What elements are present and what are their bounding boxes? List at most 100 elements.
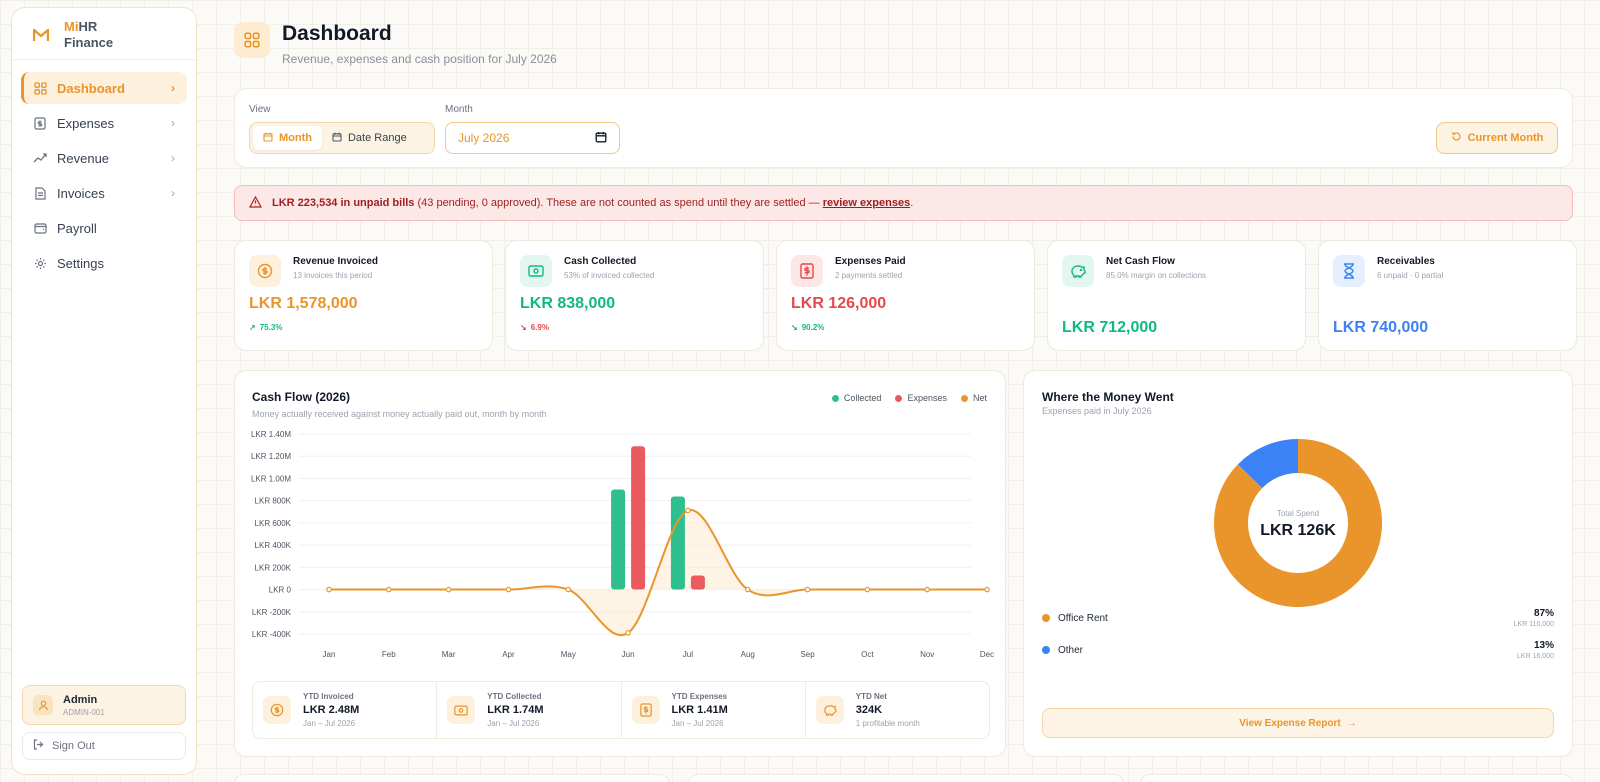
ytd-collected: YTD Collected LKR 1.74M Jan – Jul 2026: [437, 682, 622, 738]
card-stub: [688, 774, 1124, 782]
ytd-net: YTD Net 324K 1 profitable month: [806, 682, 989, 738]
kpi-subtitle: 53% of invoiced collected: [564, 271, 655, 280]
user-name: Admin: [63, 693, 98, 706]
kpi-revenue-invoiced[interactable]: Revenue Invoiced 13 invoices this period…: [234, 240, 493, 351]
user-card[interactable]: Admin ADMIN-001: [22, 685, 186, 725]
arrow-down-right-icon: ↘: [520, 323, 527, 332]
current-month-button[interactable]: Current Month: [1436, 122, 1558, 154]
kpi-cash-collected[interactable]: Cash Collected 53% of invoiced collected…: [505, 240, 764, 351]
arrow-up-right-icon: ↗: [249, 323, 256, 332]
sidebar-item-invoices[interactable]: Invoices ›: [21, 177, 187, 209]
dollar-circle-icon: [249, 255, 281, 287]
net-point: [804, 586, 811, 593]
view-date-range-button[interactable]: Date Range: [322, 126, 417, 150]
alert-text: (43 pending, 0 approved). These are not …: [414, 197, 823, 209]
net-point: [984, 586, 990, 593]
wallet-icon: [33, 221, 47, 235]
bar-expenses: [690, 575, 705, 590]
chevron-right-icon: ›: [171, 81, 175, 95]
cash-flow-title: Cash Flow (2026): [252, 390, 351, 404]
cash-flow-chart: LKR 1.40M LKR 1.20M LKR 1.00M LKR 800K LKR 6…: [251, 430, 994, 659]
receipt-icon: [631, 696, 660, 724]
x-tick-label: Jun: [622, 650, 635, 659]
kpi-delta: ↗ 75.3%: [249, 323, 283, 332]
sidebar-item-label: Dashboard: [57, 80, 125, 96]
hourglass-icon: [1333, 255, 1365, 287]
calendar-icon: [263, 132, 273, 145]
page-header: Dashboard Revenue, expenses and cash pos…: [234, 22, 557, 66]
calendar-icon[interactable]: [595, 131, 607, 146]
net-point: [565, 586, 572, 593]
dollar-circle-icon: [263, 696, 291, 724]
chart-legend: Collected Expenses Net: [831, 393, 987, 403]
chevron-right-icon: ›: [171, 151, 175, 165]
y-tick-label: LKR 200K: [255, 563, 292, 572]
sidebar-item-dashboard[interactable]: Dashboard ›: [21, 72, 187, 104]
kpi-value: LKR 1,578,000: [249, 295, 358, 312]
legend-collected[interactable]: Collected: [831, 393, 881, 403]
cash-flow-card: Cash Flow (2026) Money actually received…: [234, 370, 1006, 757]
dashboard-icon: [33, 81, 47, 95]
calendar-icon: [332, 132, 342, 145]
sidebar-item-revenue[interactable]: Revenue ›: [21, 142, 187, 174]
sidebar-nav: Dashboard › Expenses › Revenue › Invoice…: [12, 60, 196, 291]
donut-center-value: LKR 126K: [1260, 522, 1336, 539]
kpi-receivables[interactable]: Receivables 6 unpaid · 0 partial LKR 740…: [1318, 240, 1577, 351]
breakdown-item-office-rent[interactable]: Office Rent 87% LKR 110,000: [1042, 608, 1554, 628]
refresh-icon: [1451, 131, 1462, 145]
bar-expenses: [631, 446, 646, 590]
y-tick-label: LKR 800K: [255, 497, 292, 506]
net-point: [445, 586, 452, 593]
view-label: View: [249, 104, 271, 115]
warning-icon: [248, 195, 263, 211]
y-tick-label: LKR 1.00M: [251, 474, 291, 483]
sidebar-item-expenses[interactable]: Expenses ›: [21, 107, 187, 139]
sidebar-item-label: Settings: [57, 255, 104, 271]
sidebar-item-label: Invoices: [57, 185, 105, 201]
kpi-title: Expenses Paid: [835, 256, 906, 267]
net-point: [864, 586, 871, 593]
sidebar-item-settings[interactable]: Settings: [21, 247, 187, 279]
kpi-value: LKR 838,000: [520, 295, 616, 312]
legend-expenses[interactable]: Expenses: [895, 393, 947, 403]
donut-slice-other[interactable]: [1237, 439, 1298, 489]
alert-amount: LKR 223,534 in unpaid bills: [272, 197, 415, 209]
y-tick-label: LKR 0: [269, 586, 292, 595]
expense-breakdown-card: Where the Money Went Expenses paid in Ju…: [1023, 370, 1573, 757]
cash-flow-subtitle: Money actually received against money ac…: [252, 409, 547, 419]
kpi-subtitle: 85.0% margin on collections: [1106, 271, 1207, 280]
month-input[interactable]: July 2026: [445, 122, 620, 154]
legend-net[interactable]: Net: [960, 393, 987, 403]
kpi-net-cash-flow[interactable]: Net Cash Flow 85.0% margin on collection…: [1047, 240, 1306, 351]
sign-out-button[interactable]: Sign Out: [22, 732, 186, 760]
filter-bar: View Month Month Date Range July 2026 Cu…: [234, 88, 1573, 168]
view-month-button[interactable]: Month: [253, 126, 322, 150]
y-tick-label: LKR -400K: [252, 630, 292, 639]
x-tick-label: Nov: [920, 650, 934, 659]
kpi-title: Cash Collected: [564, 256, 637, 267]
view-expense-report-button[interactable]: View Expense Report →: [1042, 708, 1554, 738]
net-point: [685, 507, 691, 514]
sidebar-item-label: Payroll: [57, 220, 97, 236]
bar-collected: [670, 496, 685, 590]
y-tick-label: LKR 400K: [255, 541, 292, 550]
brand[interactable]: MiHR Finance: [12, 8, 196, 60]
sidebar: MiHR Finance Dashboard › Expenses › Reve…: [11, 7, 197, 775]
sidebar-item-payroll[interactable]: Payroll: [21, 212, 187, 244]
piggy-bank-icon: [815, 696, 844, 724]
net-point: [505, 586, 512, 593]
review-expenses-link[interactable]: review expenses: [822, 197, 911, 209]
sidebar-footer: Admin ADMIN-001 Sign Out: [12, 685, 196, 774]
x-tick-label: Mar: [442, 650, 456, 659]
kpi-expenses-paid[interactable]: Expenses Paid 2 payments settled LKR 126…: [776, 240, 1035, 351]
breakdown-item-other[interactable]: Other 13% LKR 16,000: [1042, 640, 1554, 660]
kpi-value: LKR 712,000: [1062, 319, 1158, 336]
y-tick-label: LKR 1.20M: [251, 452, 291, 461]
net-point: [386, 586, 392, 593]
kpi-subtitle: 2 payments settled: [835, 271, 903, 280]
net-point: [744, 586, 751, 593]
page-subtitle: Revenue, expenses and cash position for …: [282, 52, 557, 66]
donut-slice-office-rent[interactable]: [1214, 439, 1382, 607]
banknote-icon: [520, 255, 552, 287]
net-point: [326, 586, 332, 593]
